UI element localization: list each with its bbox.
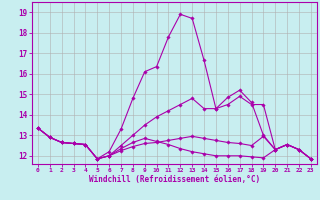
X-axis label: Windchill (Refroidissement éolien,°C): Windchill (Refroidissement éolien,°C) [89,175,260,184]
